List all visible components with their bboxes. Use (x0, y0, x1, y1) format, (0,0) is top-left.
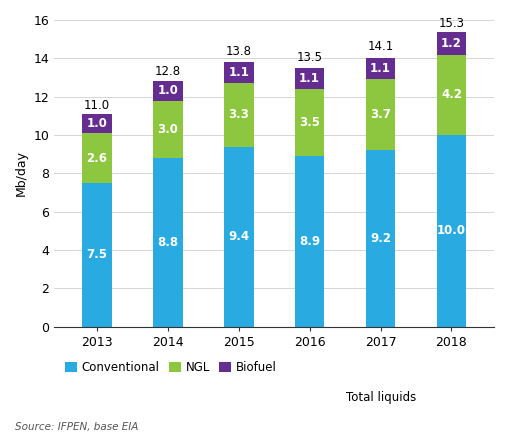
Text: 8.9: 8.9 (299, 235, 320, 248)
Text: 1.2: 1.2 (441, 36, 462, 49)
Bar (365, 79, 395, 150)
Text: 15.3: 15.3 (438, 16, 464, 30)
Text: 13.5: 13.5 (297, 51, 323, 64)
Bar (82, 133, 112, 183)
Text: 3.5: 3.5 (299, 116, 320, 129)
Text: 7.5: 7.5 (87, 248, 107, 261)
Bar (437, 55, 466, 135)
Text: 13.8: 13.8 (225, 45, 251, 58)
Text: 1.1: 1.1 (228, 66, 249, 79)
Text: 3.3: 3.3 (228, 108, 249, 122)
Bar (153, 158, 183, 327)
Bar (82, 183, 112, 327)
Bar (295, 156, 325, 327)
Text: 1.0: 1.0 (87, 117, 107, 130)
Text: 3.7: 3.7 (370, 108, 391, 122)
Text: 1.1: 1.1 (299, 72, 320, 85)
Text: 9.2: 9.2 (370, 232, 391, 245)
Bar (224, 62, 253, 83)
Bar (295, 89, 325, 156)
Y-axis label: Mb/day: Mb/day (15, 150, 28, 196)
Text: 3.0: 3.0 (157, 123, 178, 136)
Text: 9.4: 9.4 (228, 230, 249, 243)
Text: 11.0: 11.0 (84, 99, 110, 112)
Text: 8.8: 8.8 (157, 236, 178, 249)
Bar (82, 114, 112, 133)
Text: 2.6: 2.6 (87, 151, 107, 164)
Bar (153, 81, 183, 101)
Text: Total liquids: Total liquids (346, 391, 416, 404)
Bar (437, 32, 466, 55)
Text: 1.0: 1.0 (157, 85, 178, 97)
Text: 12.8: 12.8 (155, 65, 181, 78)
Legend: Conventional, NGL, Biofuel: Conventional, NGL, Biofuel (60, 357, 281, 379)
Text: 4.2: 4.2 (441, 88, 462, 101)
Bar (365, 150, 395, 327)
Text: 14.1: 14.1 (367, 39, 393, 53)
Bar (153, 101, 183, 158)
Text: Source: IFPEN, base EIA: Source: IFPEN, base EIA (15, 422, 138, 432)
Bar (365, 58, 395, 79)
Bar (295, 68, 325, 89)
Bar (437, 135, 466, 327)
Bar (224, 147, 253, 327)
Bar (224, 83, 253, 147)
Text: 1.1: 1.1 (370, 62, 391, 76)
Text: 10.0: 10.0 (437, 224, 466, 237)
